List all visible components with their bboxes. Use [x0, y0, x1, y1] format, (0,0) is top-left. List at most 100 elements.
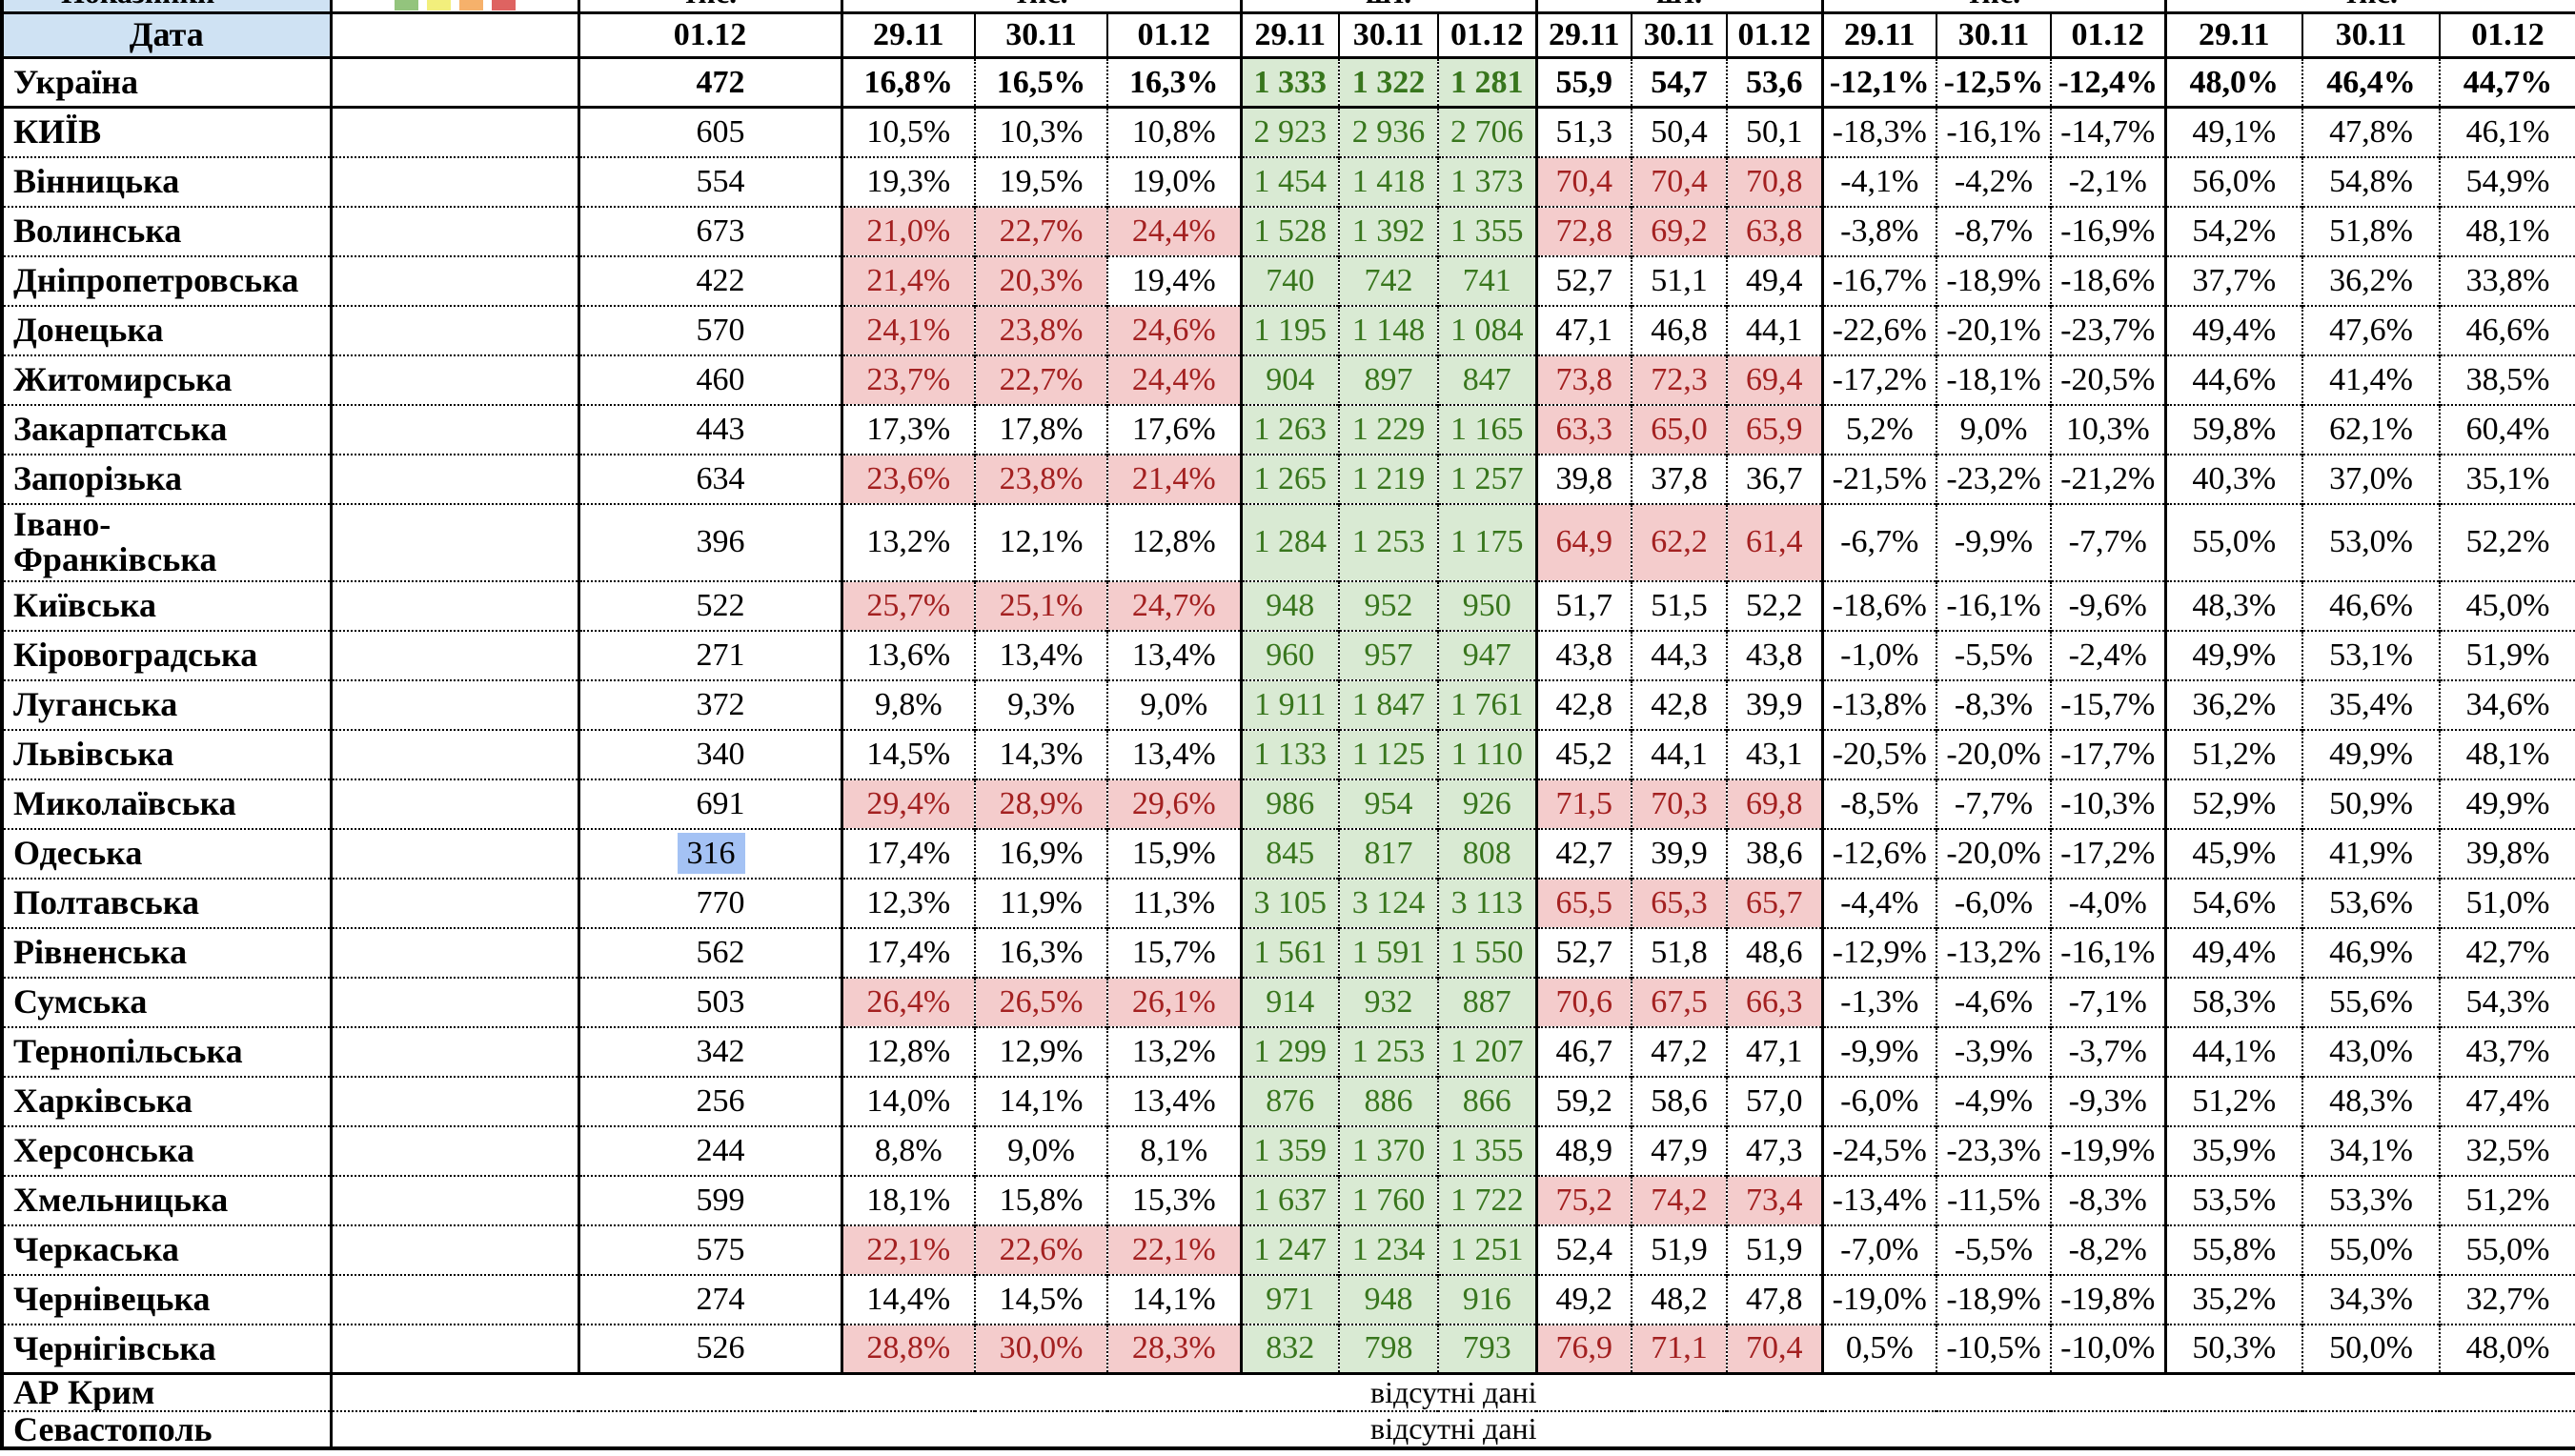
- value-cell[interactable]: -1,3%: [1820, 976, 1936, 1027]
- value-cell[interactable]: 70,3: [1631, 778, 1727, 829]
- value-cell[interactable]: 53,6: [1726, 56, 1822, 108]
- value-cell[interactable]: 46,8: [1631, 304, 1727, 355]
- value-cell[interactable]: 13,4%: [974, 629, 1107, 680]
- value-cell[interactable]: 866: [1437, 1075, 1536, 1126]
- value-cell[interactable]: 42,8: [1631, 678, 1727, 730]
- value-cell[interactable]: 51,8%: [2301, 205, 2440, 256]
- value-cell[interactable]: -22,6%: [1820, 304, 1936, 355]
- value-cell[interactable]: 554: [577, 155, 841, 207]
- value-cell[interactable]: 13,4%: [1106, 629, 1241, 680]
- value-cell[interactable]: 14,1%: [1106, 1273, 1241, 1325]
- value-cell[interactable]: -5,5%: [1936, 629, 2051, 680]
- value-cell[interactable]: 21,4%: [840, 254, 975, 306]
- value-cell[interactable]: 16,9%: [974, 827, 1107, 879]
- value-cell[interactable]: 1 528: [1239, 205, 1339, 256]
- value-cell[interactable]: 55,8%: [2163, 1223, 2302, 1275]
- region-color-cell[interactable]: [329, 205, 578, 256]
- value-cell[interactable]: 48,0%: [2163, 56, 2302, 108]
- value-cell[interactable]: 48,6: [1726, 926, 1822, 978]
- value-cell[interactable]: 70,4: [1534, 155, 1632, 207]
- value-cell[interactable]: 17,6%: [1106, 403, 1241, 455]
- region-color-cell[interactable]: [329, 1174, 578, 1225]
- value-cell[interactable]: 1 148: [1338, 304, 1438, 355]
- value-cell[interactable]: 14,5%: [974, 1273, 1107, 1325]
- value-cell[interactable]: -18,1%: [1936, 354, 2051, 405]
- value-cell[interactable]: 14,5%: [840, 728, 975, 779]
- value-cell[interactable]: 916: [1437, 1273, 1536, 1325]
- value-cell[interactable]: 1 355: [1437, 1124, 1536, 1176]
- value-cell[interactable]: 1 760: [1338, 1174, 1438, 1225]
- value-cell[interactable]: 48,3%: [2301, 1075, 2440, 1126]
- value-cell[interactable]: 50,4: [1631, 106, 1727, 157]
- value-cell[interactable]: 13,4%: [1106, 728, 1241, 779]
- value-cell[interactable]: 9,3%: [974, 678, 1107, 730]
- value-cell[interactable]: 47,8%: [2301, 106, 2440, 157]
- value-cell[interactable]: 1 355: [1437, 205, 1536, 256]
- value-cell[interactable]: 12,1%: [974, 502, 1107, 581]
- value-cell[interactable]: 58,6: [1631, 1075, 1727, 1126]
- value-cell[interactable]: 67,5: [1631, 976, 1727, 1027]
- value-cell[interactable]: 2 706: [1437, 106, 1536, 157]
- value-cell[interactable]: 15,8%: [974, 1174, 1107, 1225]
- value-cell[interactable]: 43,1: [1726, 728, 1822, 779]
- value-cell[interactable]: 47,8: [1726, 1273, 1822, 1325]
- value-cell[interactable]: 23,8%: [974, 453, 1107, 504]
- value-cell[interactable]: 1 550: [1437, 926, 1536, 978]
- value-cell[interactable]: 16,3%: [974, 926, 1107, 978]
- value-cell[interactable]: 72,8: [1534, 205, 1632, 256]
- date-col-g2-0[interactable]: 29.11: [1534, 11, 1632, 58]
- region-name-cell[interactable]: АР Крим: [2, 1371, 331, 1411]
- value-cell[interactable]: 49,2: [1534, 1273, 1632, 1325]
- value-cell[interactable]: 51,0%: [2438, 877, 2575, 928]
- value-cell[interactable]: 35,9%: [2163, 1124, 2302, 1176]
- value-cell[interactable]: 52,2%: [2438, 502, 2575, 581]
- value-cell[interactable]: -21,2%: [2050, 453, 2165, 504]
- value-cell[interactable]: -9,3%: [2050, 1075, 2165, 1126]
- value-cell[interactable]: 28,3%: [1106, 1323, 1241, 1374]
- value-cell[interactable]: 808: [1437, 827, 1536, 879]
- value-cell[interactable]: 691: [577, 778, 841, 829]
- value-cell[interactable]: -16,1%: [2050, 926, 2165, 978]
- value-cell[interactable]: 24,4%: [1106, 205, 1241, 256]
- value-cell[interactable]: 28,9%: [974, 778, 1107, 829]
- value-cell[interactable]: 35,2%: [2163, 1273, 2302, 1325]
- region-name-cell[interactable]: Сумська: [2, 976, 331, 1027]
- value-cell[interactable]: 1 370: [1338, 1124, 1438, 1176]
- value-cell[interactable]: 342: [577, 1025, 841, 1077]
- value-cell[interactable]: -1,0%: [1820, 629, 1936, 680]
- region-name-cell[interactable]: Харківська: [2, 1075, 331, 1126]
- value-cell[interactable]: 29,6%: [1106, 778, 1241, 829]
- value-cell[interactable]: 19,0%: [1106, 155, 1241, 207]
- value-cell[interactable]: 28,8%: [840, 1323, 975, 1374]
- value-cell[interactable]: 47,9: [1631, 1124, 1727, 1176]
- value-cell[interactable]: 443: [577, 403, 841, 455]
- value-cell[interactable]: -8,2%: [2050, 1223, 2165, 1275]
- value-cell[interactable]: 3 105: [1239, 877, 1339, 928]
- value-cell[interactable]: -20,0%: [1936, 827, 2051, 879]
- value-cell[interactable]: -18,9%: [1936, 1273, 2051, 1325]
- value-cell[interactable]: 38,6: [1726, 827, 1822, 879]
- value-cell[interactable]: -19,0%: [1820, 1273, 1936, 1325]
- value-cell[interactable]: -3,7%: [2050, 1025, 2165, 1077]
- value-cell[interactable]: 17,4%: [840, 827, 975, 879]
- value-cell[interactable]: 49,9%: [2163, 629, 2302, 680]
- value-cell[interactable]: 55,9: [1534, 56, 1632, 108]
- value-cell[interactable]: 503: [577, 976, 841, 1027]
- region-name-cell[interactable]: Севастополь: [2, 1409, 331, 1449]
- region-color-cell[interactable]: [329, 155, 578, 207]
- value-cell[interactable]: 599: [577, 1174, 841, 1225]
- value-cell[interactable]: 1 084: [1437, 304, 1536, 355]
- value-cell[interactable]: 845: [1239, 827, 1339, 879]
- value-cell[interactable]: 51,5: [1631, 579, 1727, 631]
- value-cell[interactable]: 29,4%: [840, 778, 975, 829]
- value-cell[interactable]: 65,0: [1631, 403, 1727, 455]
- value-cell[interactable]: -8,3%: [2050, 1174, 2165, 1225]
- value-cell[interactable]: 14,1%: [974, 1075, 1107, 1126]
- value-cell[interactable]: 42,8: [1534, 678, 1632, 730]
- region-color-cell[interactable]: [329, 678, 578, 730]
- value-cell[interactable]: 50,3%: [2163, 1323, 2302, 1374]
- value-cell[interactable]: 43,7%: [2438, 1025, 2575, 1077]
- region-name-cell[interactable]: Чернігівська: [2, 1323, 331, 1374]
- value-cell[interactable]: -4,2%: [1936, 155, 2051, 207]
- value-cell[interactable]: 1 722: [1437, 1174, 1536, 1225]
